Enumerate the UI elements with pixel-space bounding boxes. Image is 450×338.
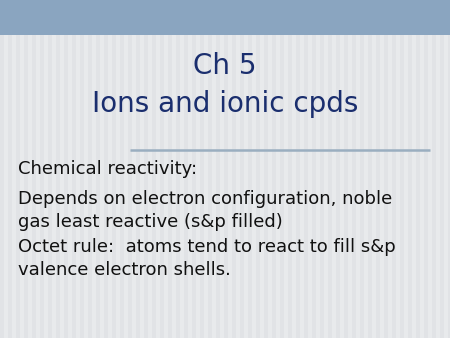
Bar — [360, 0, 364, 338]
Bar — [312, 0, 316, 338]
Bar — [184, 0, 188, 338]
Bar — [400, 0, 404, 338]
Bar — [328, 0, 332, 338]
Bar — [216, 0, 220, 338]
Bar — [0, 0, 4, 338]
Bar — [352, 0, 356, 338]
Bar — [88, 0, 92, 338]
Bar — [200, 0, 204, 338]
Bar — [240, 0, 244, 338]
Bar — [392, 0, 396, 338]
Bar — [232, 0, 236, 338]
Bar — [144, 0, 148, 338]
Bar — [368, 0, 372, 338]
Bar — [192, 0, 196, 338]
Bar — [344, 0, 348, 338]
Bar — [264, 0, 268, 338]
Bar — [336, 0, 340, 338]
Bar — [248, 0, 252, 338]
Text: Ch 5
Ions and ionic cpds: Ch 5 Ions and ionic cpds — [92, 51, 358, 119]
Bar — [96, 0, 100, 338]
Bar — [288, 0, 292, 338]
Bar — [432, 0, 436, 338]
Bar — [296, 0, 300, 338]
Bar — [272, 0, 276, 338]
Text: Chemical reactivity:: Chemical reactivity: — [18, 160, 197, 178]
Bar — [56, 0, 60, 338]
Bar — [176, 0, 180, 338]
Bar — [440, 0, 444, 338]
Bar — [48, 0, 52, 338]
Bar — [128, 0, 132, 338]
Bar — [80, 0, 84, 338]
Bar — [136, 0, 140, 338]
Bar — [0, 0, 450, 35]
Bar — [416, 0, 420, 338]
Bar — [384, 0, 388, 338]
Bar — [104, 0, 108, 338]
Bar — [8, 0, 12, 338]
Bar — [40, 0, 44, 338]
Bar — [256, 0, 260, 338]
Text: Depends on electron configuration, noble
gas least reactive (s&p filled): Depends on electron configuration, noble… — [18, 190, 392, 231]
Bar — [16, 0, 20, 338]
Bar — [208, 0, 212, 338]
Bar — [152, 0, 156, 338]
Bar — [224, 0, 228, 338]
Bar — [448, 0, 450, 338]
Bar — [304, 0, 308, 338]
Bar — [320, 0, 324, 338]
Bar — [168, 0, 172, 338]
Bar — [376, 0, 380, 338]
Bar — [424, 0, 428, 338]
Bar — [280, 0, 284, 338]
Bar — [408, 0, 412, 338]
Bar — [112, 0, 116, 338]
Bar — [120, 0, 124, 338]
Bar — [72, 0, 76, 338]
Bar — [32, 0, 36, 338]
Bar — [64, 0, 68, 338]
Text: Octet rule:  atoms tend to react to fill s&p
valence electron shells.: Octet rule: atoms tend to react to fill … — [18, 238, 396, 279]
Bar — [160, 0, 164, 338]
Bar — [24, 0, 28, 338]
